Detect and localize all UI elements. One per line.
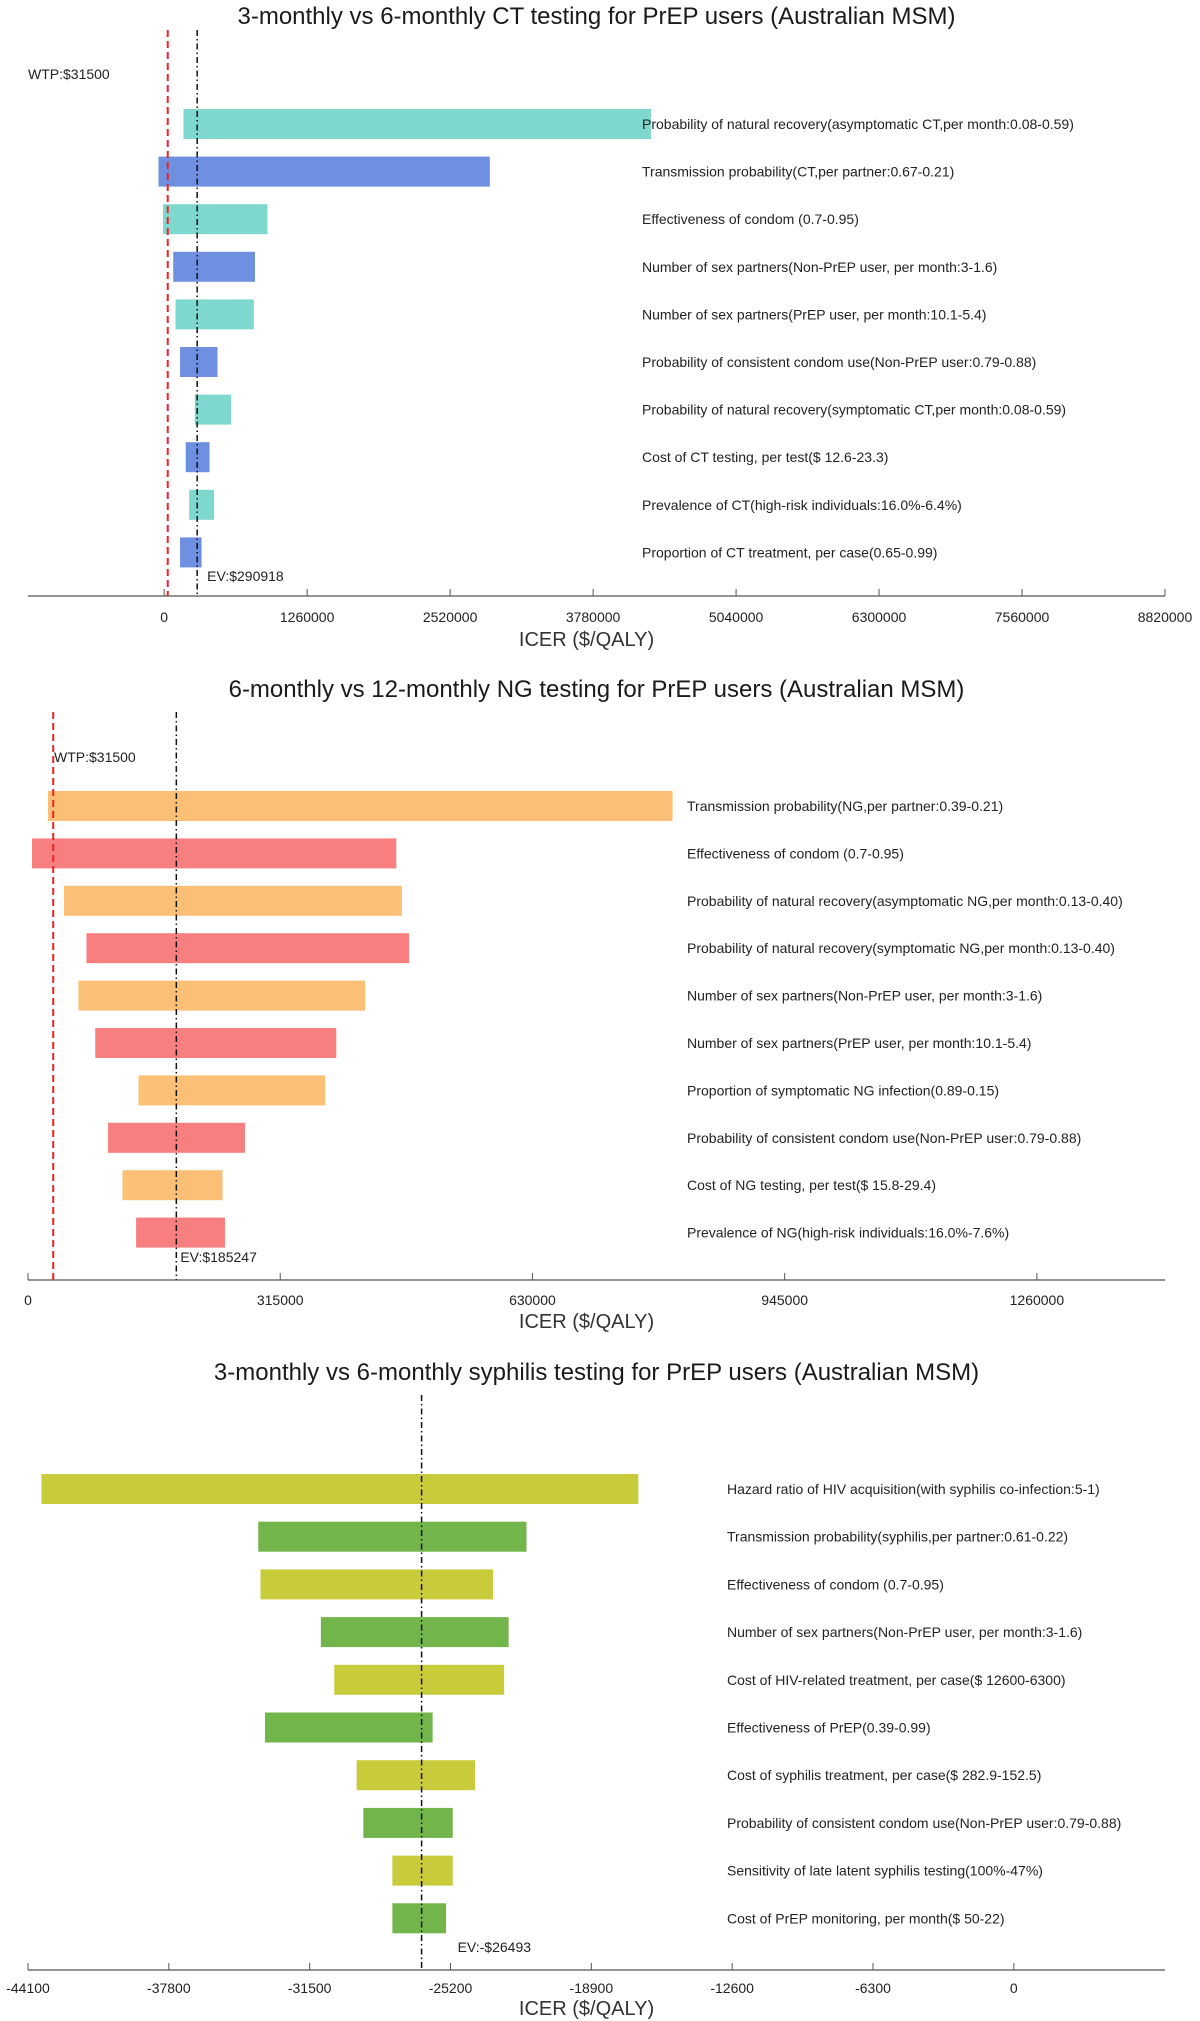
tornado-bar — [175, 299, 254, 330]
x-tick-label: 0 — [24, 1292, 32, 1308]
parameter-label: Effectiveness of condom (0.7-0.95) — [687, 845, 904, 861]
x-tick-label: -12600 — [710, 1980, 754, 1996]
tornado-bar — [32, 838, 397, 869]
ct-tornado-panel: 3-monthly vs 6-monthly CT testing for Pr… — [28, 3, 1192, 651]
x-tick-label: 2520000 — [423, 609, 478, 625]
x-tick-label: -18900 — [570, 1980, 614, 1996]
tornado-bar — [356, 1760, 476, 1791]
parameter-label: Sensitivity of late latent syphilis test… — [727, 1863, 1043, 1879]
ev-label: EV:$185247 — [180, 1249, 257, 1265]
parameter-label: Number of sex partners(Non-PrEP user, pe… — [687, 988, 1042, 1004]
x-tick-label: 6300000 — [852, 609, 907, 625]
tornado-bar — [180, 347, 218, 377]
tornado-bar — [41, 1474, 639, 1504]
x-tick-label: 5040000 — [709, 609, 764, 625]
tornado-bar — [260, 1569, 493, 1600]
parameter-label: Probability of natural recovery(symptoma… — [687, 940, 1115, 956]
x-tick-label: 3780000 — [566, 609, 621, 625]
parameter-label: Probability of consistent condom use(Non… — [642, 354, 1036, 370]
x-tick-label: 7560000 — [995, 609, 1050, 625]
tornado-bar — [180, 537, 202, 568]
wtp-label: WTP:$31500 — [54, 749, 136, 765]
tornado-bar — [189, 489, 215, 520]
x-axis-label: ICER ($/QALY) — [519, 1311, 654, 1333]
tornado-bar — [86, 933, 410, 964]
tornado-bar — [136, 1217, 225, 1248]
tornado-bar — [185, 442, 210, 473]
chart-title: 3-monthly vs 6-monthly CT testing for Pr… — [237, 3, 955, 30]
tornado-bar — [334, 1664, 505, 1695]
parameter-label: Prevalence of CT(high-risk individuals:1… — [642, 497, 962, 513]
parameter-label: Transmission probability(NG,per partner:… — [687, 798, 1003, 814]
x-tick-label: 0 — [160, 609, 168, 625]
x-tick-label: 1260000 — [1010, 1292, 1065, 1308]
parameter-label: Transmission probability(syphilis,per pa… — [727, 1529, 1068, 1545]
parameter-label: Probability of consistent condom use(Non… — [687, 1130, 1081, 1146]
x-tick-label: 1260000 — [280, 609, 335, 625]
parameter-label: Number of sex partners(Non-PrEP user, pe… — [727, 1624, 1082, 1640]
x-tick-label: -6300 — [855, 1980, 891, 1996]
x-tick-label: 315000 — [257, 1292, 304, 1308]
parameter-label: Number of sex partners(PrEP user, per mo… — [687, 1035, 1031, 1051]
x-tick-label: -25200 — [429, 1980, 473, 1996]
tornado-bar — [194, 394, 232, 425]
parameter-label: Probability of natural recovery(asymptom… — [687, 893, 1123, 909]
tornado-bar — [363, 1807, 453, 1838]
tornado-bar — [392, 1903, 447, 1934]
parameter-label: Number of sex partners(PrEP user, per mo… — [642, 306, 986, 322]
chart-title: 6-monthly vs 12-monthly NG testing for P… — [229, 676, 965, 703]
tornado-bar — [258, 1521, 527, 1552]
parameter-label: Cost of CT testing, per test($ 12.6-23.3… — [642, 449, 888, 465]
tornado-bar — [122, 1170, 223, 1201]
x-tick-label: -37800 — [147, 1980, 191, 1996]
parameter-label: Probability of consistent condom use(Non… — [727, 1815, 1121, 1831]
x-tick-label: 8820000 — [1138, 609, 1193, 625]
parameter-label: Cost of syphilis treatment, per case($ 2… — [727, 1767, 1041, 1783]
chart-title: 3-monthly vs 6-monthly syphilis testing … — [214, 1359, 979, 1386]
parameter-label: Cost of NG testing, per test($ 15.8-29.4… — [687, 1177, 936, 1193]
parameter-label: Probability of natural recovery(symptoma… — [642, 402, 1066, 418]
tornado-bar — [163, 204, 268, 235]
parameter-label: Cost of HIV-related treatment, per case(… — [727, 1672, 1066, 1688]
tornado-bar — [138, 1075, 326, 1106]
x-tick-label: -31500 — [288, 1980, 332, 1996]
ng-tornado-panel: 6-monthly vs 12-monthly NG testing for P… — [24, 676, 1165, 1333]
parameter-label: Cost of PrEP monitoring, per month($ 50-… — [727, 1910, 1005, 1926]
parameter-label: Number of sex partners(Non-PrEP user, pe… — [642, 259, 997, 275]
parameter-label: Probability of natural recovery(asymptom… — [642, 116, 1074, 132]
parameter-label: Proportion of symptomatic NG infection(0… — [687, 1082, 999, 1098]
tornado-bar — [392, 1855, 453, 1886]
x-axis-label: ICER ($/QALY) — [519, 1998, 654, 2020]
tornado-bar — [64, 885, 402, 916]
ev-label: EV:$290918 — [207, 568, 284, 584]
tornado-bar — [95, 1028, 337, 1058]
syphilis-tornado-panel: 3-monthly vs 6-monthly syphilis testing … — [6, 1359, 1165, 2020]
parameter-label: Hazard ratio of HIV acquisition(with syp… — [727, 1481, 1100, 1497]
parameter-label: Effectiveness of PrEP(0.39-0.99) — [727, 1720, 931, 1736]
tornado-bar — [264, 1712, 433, 1743]
x-tick-label: 945000 — [761, 1292, 808, 1308]
tornado-bar — [158, 156, 490, 187]
parameter-label: Effectiveness of condom (0.7-0.95) — [727, 1576, 944, 1592]
tornado-bar — [78, 980, 366, 1011]
ev-label: EV:-$26493 — [458, 1939, 532, 1955]
tornado-bar — [173, 251, 255, 282]
parameter-label: Proportion of CT treatment, per case(0.6… — [642, 544, 937, 560]
tornado-bar — [183, 109, 651, 139]
parameter-label: Prevalence of NG(high-risk individuals:1… — [687, 1225, 1009, 1241]
wtp-label: WTP:$31500 — [28, 66, 110, 82]
x-tick-label: 0 — [1010, 1980, 1018, 1996]
parameter-label: Transmission probability(CT,per partner:… — [642, 164, 954, 180]
x-tick-label: -44100 — [6, 1980, 50, 1996]
parameter-label: Effectiveness of condom (0.7-0.95) — [642, 211, 859, 227]
x-axis-label: ICER ($/QALY) — [519, 629, 654, 651]
tornado-bar — [320, 1617, 509, 1648]
tornado-bar — [48, 791, 673, 821]
x-tick-label: 630000 — [509, 1292, 556, 1308]
